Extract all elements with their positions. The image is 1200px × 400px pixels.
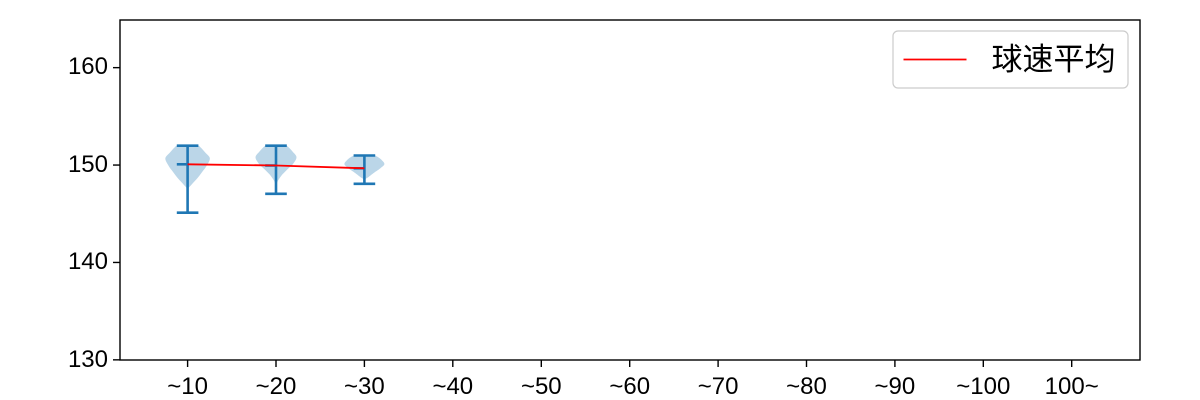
svg-text:~70: ~70 bbox=[698, 373, 739, 400]
svg-text:130: 130 bbox=[68, 346, 108, 373]
svg-text:~60: ~60 bbox=[609, 373, 650, 400]
svg-text:~30: ~30 bbox=[344, 373, 385, 400]
svg-text:160: 160 bbox=[68, 53, 108, 80]
svg-text:100~: 100~ bbox=[1045, 373, 1099, 400]
svg-text:~50: ~50 bbox=[521, 373, 562, 400]
svg-text:140: 140 bbox=[68, 248, 108, 275]
svg-text:球速平均: 球速平均 bbox=[992, 42, 1116, 77]
svg-text:~40: ~40 bbox=[432, 373, 473, 400]
svg-text:~80: ~80 bbox=[786, 373, 827, 400]
svg-text:~90: ~90 bbox=[875, 373, 916, 400]
svg-text:~100: ~100 bbox=[956, 373, 1010, 400]
svg-text:~20: ~20 bbox=[256, 373, 297, 400]
svg-text:150: 150 bbox=[68, 151, 108, 178]
svg-text:~10: ~10 bbox=[167, 373, 208, 400]
